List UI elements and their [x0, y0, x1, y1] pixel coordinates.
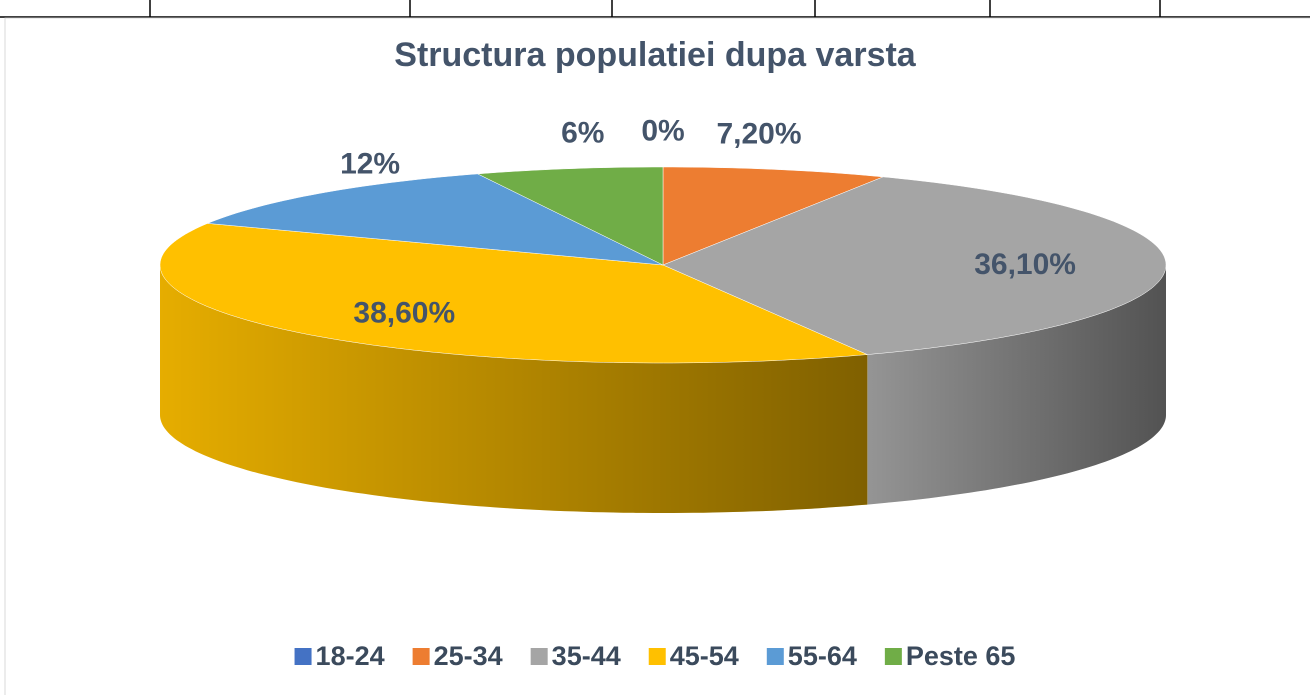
data-label: 12%: [340, 148, 400, 181]
legend-label: 25-34: [434, 641, 503, 671]
legend-label: Peste 65: [906, 641, 1016, 671]
legend-swatch: [530, 648, 548, 665]
legend-swatch: [412, 648, 430, 665]
data-label: 36,10%: [974, 248, 1076, 281]
legend-label: 35-44: [552, 641, 621, 671]
slice-side-shade: [867, 265, 1166, 505]
slice: [662, 176, 1167, 355]
legend-swatch: [648, 648, 666, 665]
data-label: 7,20%: [716, 118, 801, 151]
slice: [159, 223, 868, 364]
data-label: 38,60%: [353, 296, 455, 329]
slice: [662, 166, 884, 266]
data-label: 0%: [641, 114, 684, 147]
slice: [207, 173, 664, 266]
chart-title: Structura populatiei dupa varsta: [394, 36, 917, 74]
slice: [476, 166, 664, 266]
legend-label: 18-24: [316, 641, 385, 671]
slice-side-shade: [160, 265, 868, 513]
legend-label: 55-64: [788, 641, 857, 671]
legend-swatch: [884, 648, 902, 665]
legend-swatch: [766, 648, 784, 665]
table-strip: [0, 0, 1310, 18]
data-label: 6%: [561, 117, 604, 150]
legend-swatch: [294, 648, 312, 665]
chart-border: [4, 17, 1310, 695]
legend-label: 45-54: [670, 641, 739, 671]
